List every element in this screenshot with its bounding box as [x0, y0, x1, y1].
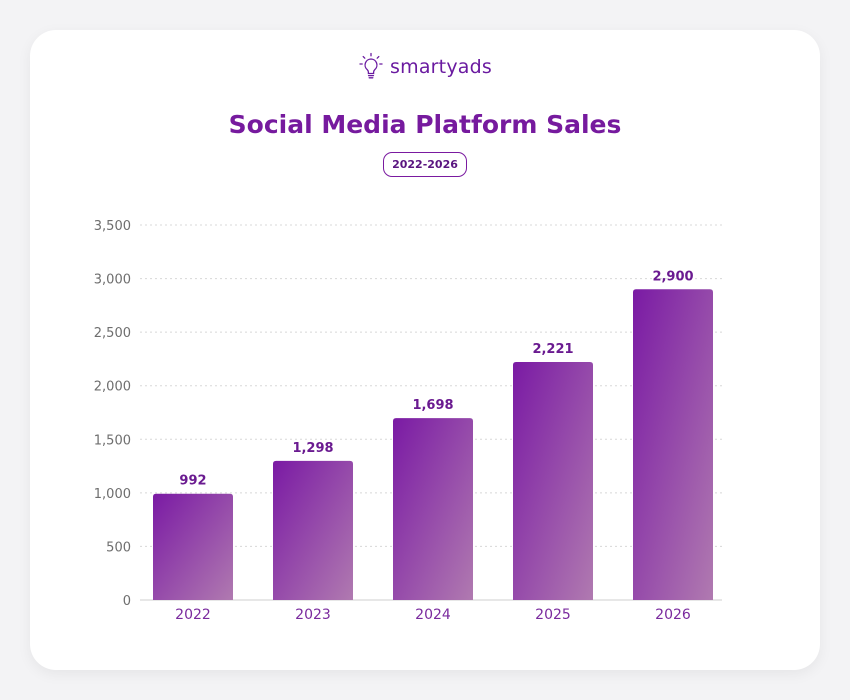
data-labels: 992 1,298 1,698 2,221 2,900 [179, 269, 693, 488]
chart-title: Social Media Platform Sales [228, 110, 622, 139]
data-label: 1,298 [292, 441, 333, 456]
bar-2025[interactable] [513, 362, 593, 600]
x-tick-label: 2022 [175, 607, 211, 623]
y-tick-label: 0 [123, 594, 131, 609]
brand-logo[interactable]: smartyads [0, 49, 850, 85]
lightbulb-icon [359, 52, 383, 79]
y-tick-label: 3,500 [94, 219, 131, 234]
x-tick-label: 2025 [535, 607, 571, 623]
data-label: 1,698 [412, 398, 453, 413]
y-tick-label: 2,000 [94, 380, 131, 395]
data-label: 2,900 [652, 269, 693, 284]
y-tick-label: 3,000 [94, 273, 131, 288]
data-label: 2,221 [532, 342, 573, 357]
x-axis-labels: 2022 2023 2024 2025 2026 [175, 607, 691, 623]
y-axis-ticks: 0 500 1,000 1,500 2,000 2,500 3,000 3,500 [94, 219, 131, 609]
x-tick-label: 2024 [415, 607, 451, 623]
brand-name: smartyads [390, 56, 492, 78]
bar-2023[interactable] [273, 460, 353, 600]
bars [153, 289, 713, 600]
x-tick-label: 2023 [295, 607, 331, 623]
bar-2024[interactable] [393, 418, 473, 600]
x-tick-label: 2026 [655, 607, 691, 623]
y-tick-label: 1,500 [94, 433, 131, 448]
bar-2026[interactable] [633, 289, 713, 600]
y-tick-label: 500 [106, 540, 131, 555]
year-range-badge: 2022-2026 [383, 152, 467, 177]
data-label: 992 [179, 474, 206, 489]
y-tick-label: 1,000 [94, 487, 131, 502]
bar-2022[interactable] [153, 493, 233, 600]
y-tick-label: 2,500 [94, 326, 131, 341]
